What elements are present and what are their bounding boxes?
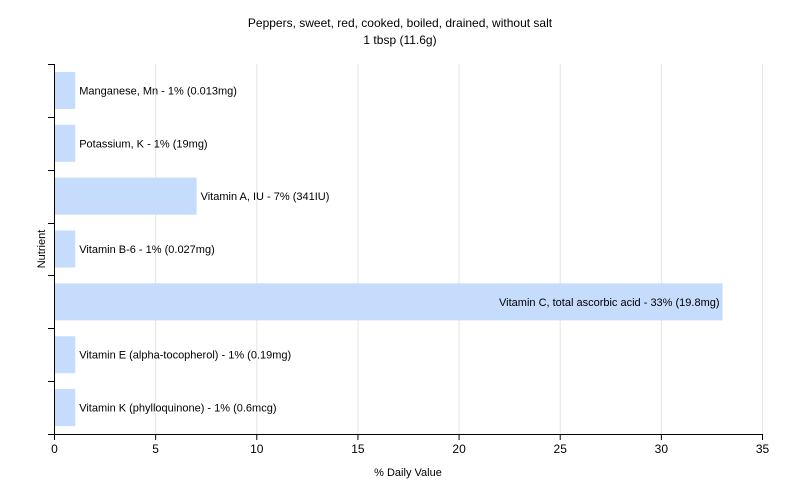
chart-title: Peppers, sweet, red, cooked, boiled, dra… <box>248 16 553 30</box>
y-axis-title: Nutrient <box>36 230 48 269</box>
axes: 0 5 10 15 20 25 30 35 <box>48 64 769 456</box>
x-axis-title: % Daily Value <box>374 467 442 479</box>
bar-2 <box>55 177 197 215</box>
bar-6 <box>55 389 76 427</box>
bar-label-4: Vitamin C, total ascorbic acid - 33% (19… <box>499 297 720 309</box>
x-tick-label-3: 15 <box>351 442 365 456</box>
x-tick-label-6: 30 <box>655 442 669 456</box>
x-tick-label-7: 35 <box>756 442 770 456</box>
bar-label-6: Vitamin K (phylloquinone) - 1% (0.6mcg) <box>79 403 276 415</box>
bar-0 <box>55 71 76 109</box>
x-tick-label-0: 0 <box>51 442 58 456</box>
bars: Manganese, Mn - 1% (0.013mg) Potassium, K… <box>55 71 723 427</box>
gridlines <box>155 64 763 434</box>
x-tick-label-5: 25 <box>554 442 568 456</box>
bar-label-5: Vitamin E (alpha-tocopherol) - 1% (0.19m… <box>79 350 291 362</box>
bar-label-3: Vitamin B-6 - 1% (0.027mg) <box>79 244 215 256</box>
bar-1 <box>55 124 76 162</box>
bar-label-1: Potassium, K - 1% (19mg) <box>79 138 207 150</box>
x-tick-label-4: 20 <box>452 442 466 456</box>
x-tick-label-1: 5 <box>152 442 159 456</box>
bar-5 <box>55 336 76 374</box>
chart-subtitle: 1 tbsp (11.6g) <box>363 33 436 47</box>
bar-3 <box>55 230 76 268</box>
x-tick-label-2: 10 <box>250 442 264 456</box>
bar-label-2: Vitamin A, IU - 7% (341IU) <box>201 191 330 203</box>
bar-label-0: Manganese, Mn - 1% (0.013mg) <box>79 85 237 97</box>
bar-4 <box>55 283 723 321</box>
